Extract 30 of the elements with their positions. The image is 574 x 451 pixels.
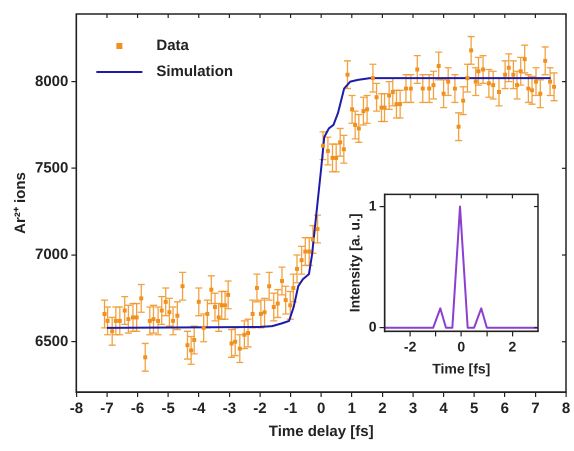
x-tick-label: -8: [70, 400, 84, 418]
y-tick-label: 8000: [34, 72, 68, 90]
x-tick-label: -6: [130, 400, 144, 418]
x-tick-label: 7: [531, 400, 540, 418]
y-axis-title: Ar²⁺ ions: [12, 172, 30, 234]
x-tick-label: 2: [378, 400, 387, 418]
x-tick-label: -2: [253, 400, 267, 418]
x-axis-title: Time [fs]: [432, 360, 490, 376]
x-tick-label: -3: [222, 400, 236, 418]
x-axis-title: Time delay [fs]: [268, 423, 374, 440]
x-tick-label: 1: [348, 400, 356, 418]
y-tick-label: 7500: [34, 159, 68, 176]
y-axis-title: Intensity [a. u.]: [346, 214, 362, 312]
x-tick-label: 8: [562, 400, 570, 418]
legend-label: Data: [156, 37, 190, 54]
y-tick-label: 6500: [34, 332, 68, 350]
x-tick-label: 6: [500, 400, 509, 418]
x-tick-label: 2: [508, 338, 517, 355]
x-tick-label: -1: [284, 400, 298, 418]
x-tick-label: -2: [404, 338, 417, 355]
y-tick-label: 7000: [34, 246, 68, 264]
x-tick-label: -5: [162, 400, 175, 418]
x-tick-label: 4: [439, 400, 448, 418]
x-tick-label: 5: [470, 400, 478, 418]
x-tick-label: 0: [457, 338, 466, 355]
x-tick-label: -4: [192, 400, 206, 418]
x-tick-label: 3: [408, 400, 418, 418]
x-tick-label: -7: [100, 400, 114, 418]
legend-label: Simulation: [156, 63, 234, 80]
x-tick-label: 0: [317, 400, 326, 418]
